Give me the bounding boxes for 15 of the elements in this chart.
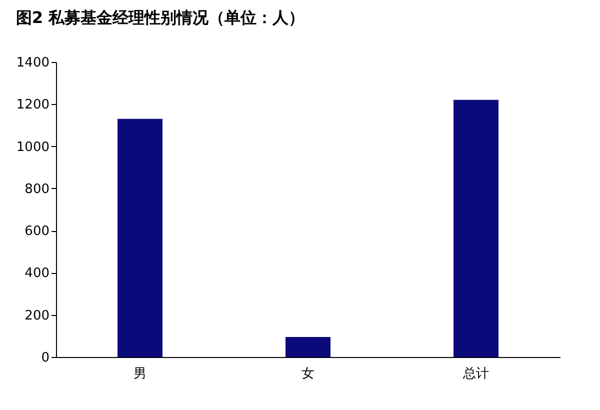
bar bbox=[118, 118, 162, 357]
y-tick-label: 0 bbox=[41, 350, 50, 366]
x-tick-label: 总计 bbox=[462, 366, 489, 382]
y-tick-label: 600 bbox=[24, 224, 50, 240]
x-tick-label: 男 bbox=[134, 366, 146, 382]
y-tick-label: 200 bbox=[24, 308, 50, 324]
chart-title: 图2 私募基金经理性别情况（单位：人） bbox=[16, 8, 305, 27]
y-tick-label: 400 bbox=[24, 266, 50, 282]
x-tick-label: 女 bbox=[302, 366, 314, 382]
y-tick-label: 1200 bbox=[16, 98, 50, 113]
y-tick-label: 1400 bbox=[16, 56, 50, 70]
y-tick-label: 1000 bbox=[16, 140, 50, 155]
bar bbox=[454, 100, 498, 357]
bar bbox=[286, 336, 330, 357]
y-tick-label: 800 bbox=[24, 182, 50, 197]
